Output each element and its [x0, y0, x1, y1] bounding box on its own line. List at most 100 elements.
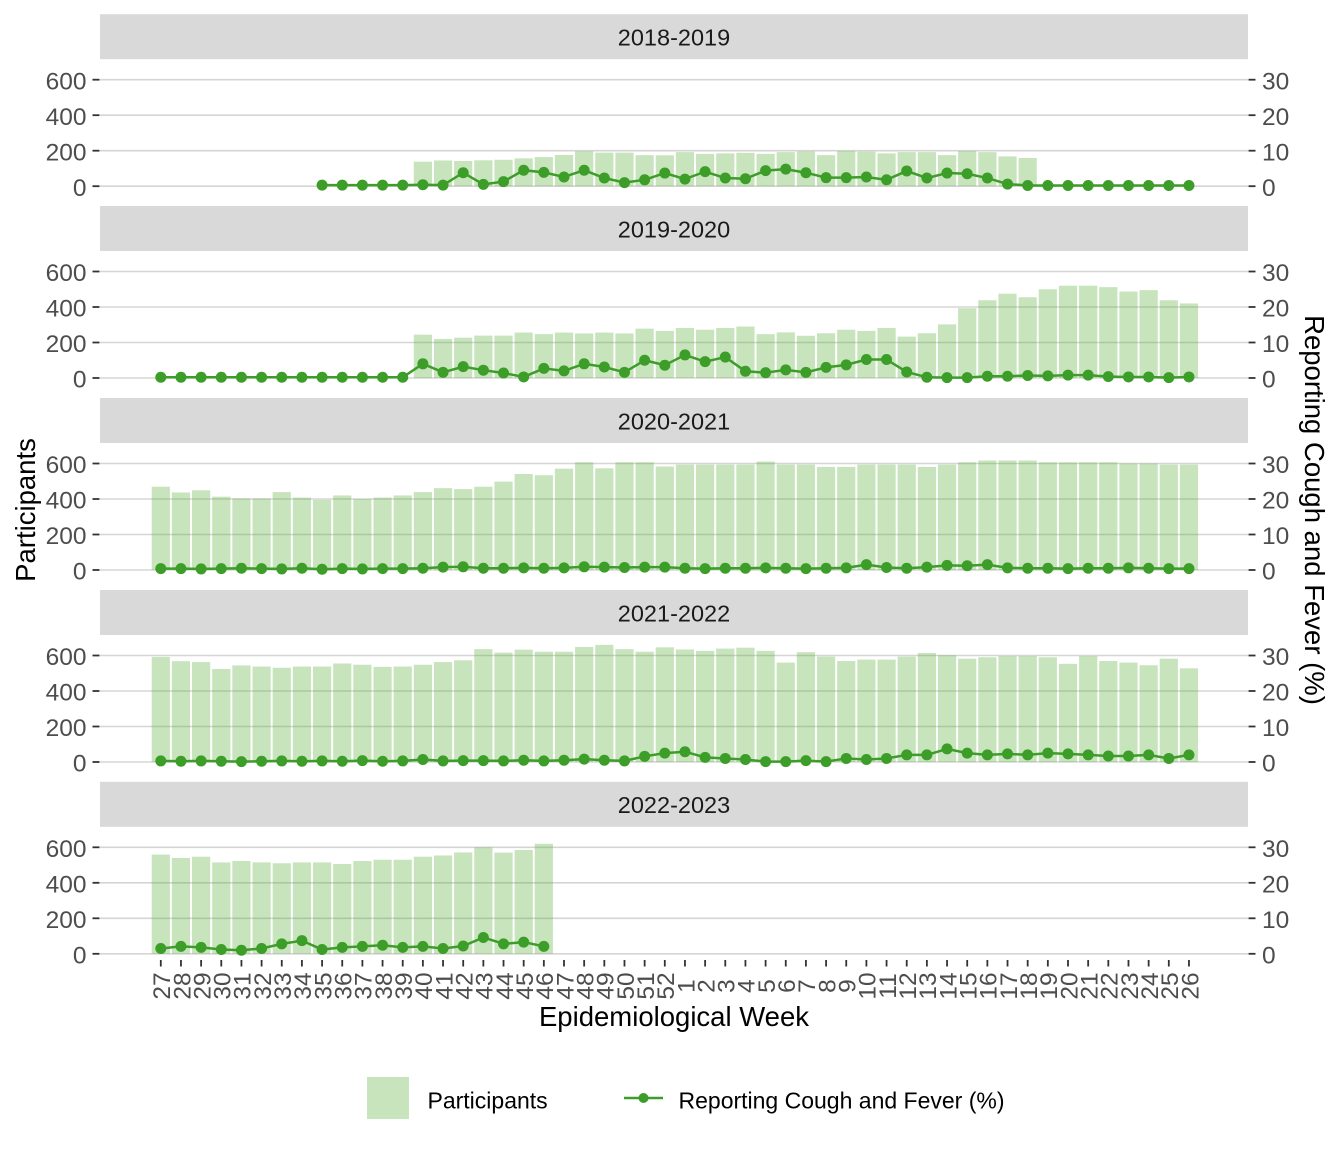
svg-text:43: 43 — [472, 972, 499, 999]
svg-text:2: 2 — [693, 979, 720, 993]
svg-text:40: 40 — [411, 972, 438, 999]
svg-text:13: 13 — [915, 972, 942, 999]
svg-text:30: 30 — [1262, 644, 1289, 671]
svg-text:20: 20 — [1262, 104, 1289, 131]
svg-text:20: 20 — [1056, 972, 1083, 999]
svg-text:9: 9 — [835, 979, 862, 993]
svg-text:600: 600 — [46, 68, 87, 95]
svg-text:2021-2022: 2021-2022 — [618, 600, 730, 626]
svg-text:23: 23 — [1117, 972, 1144, 999]
svg-text:0: 0 — [1262, 175, 1276, 202]
svg-text:400: 400 — [46, 488, 87, 515]
svg-text:19: 19 — [1036, 972, 1063, 999]
svg-text:2019-2020: 2019-2020 — [618, 216, 730, 242]
svg-text:29: 29 — [189, 972, 216, 999]
svg-text:0: 0 — [73, 559, 87, 586]
svg-text:22: 22 — [1097, 972, 1124, 999]
svg-text:200: 200 — [46, 139, 87, 166]
svg-text:Reporting Cough and Fever (%): Reporting Cough and Fever (%) — [679, 1087, 1005, 1113]
svg-text:30: 30 — [1262, 260, 1289, 287]
svg-text:27: 27 — [149, 972, 176, 999]
svg-text:600: 600 — [46, 260, 87, 287]
svg-text:200: 200 — [46, 715, 87, 742]
svg-text:41: 41 — [431, 972, 458, 999]
svg-text:0: 0 — [1262, 367, 1276, 394]
svg-text:200: 200 — [46, 907, 87, 934]
svg-text:30: 30 — [1262, 68, 1289, 95]
svg-text:21: 21 — [1076, 972, 1103, 999]
svg-text:47: 47 — [552, 972, 579, 999]
svg-text:14: 14 — [935, 972, 962, 999]
svg-text:200: 200 — [46, 523, 87, 550]
svg-text:28: 28 — [169, 972, 196, 999]
svg-text:49: 49 — [593, 972, 620, 999]
svg-text:2018-2019: 2018-2019 — [618, 25, 730, 51]
svg-text:38: 38 — [371, 972, 398, 999]
svg-text:25: 25 — [1157, 972, 1184, 999]
svg-text:45: 45 — [512, 972, 539, 999]
svg-text:0: 0 — [1262, 559, 1276, 586]
svg-text:600: 600 — [46, 836, 87, 863]
svg-text:600: 600 — [46, 644, 87, 671]
svg-text:16: 16 — [976, 972, 1003, 999]
svg-text:0: 0 — [1262, 751, 1276, 778]
svg-text:20: 20 — [1262, 871, 1289, 898]
svg-text:12: 12 — [895, 972, 922, 999]
svg-text:Participants: Participants — [10, 438, 41, 582]
svg-text:400: 400 — [46, 296, 87, 323]
svg-text:10: 10 — [1262, 331, 1289, 358]
svg-text:50: 50 — [613, 972, 640, 999]
svg-text:3: 3 — [714, 979, 741, 993]
svg-text:Epidemiological Week: Epidemiological Week — [539, 1001, 809, 1032]
svg-text:600: 600 — [46, 452, 87, 479]
svg-text:34: 34 — [290, 972, 317, 999]
svg-text:Participants: Participants — [428, 1087, 548, 1113]
svg-text:31: 31 — [230, 972, 257, 999]
svg-text:24: 24 — [1137, 972, 1164, 999]
svg-text:10: 10 — [1262, 907, 1289, 934]
svg-text:44: 44 — [492, 972, 519, 999]
svg-text:30: 30 — [1262, 452, 1289, 479]
svg-text:0: 0 — [1262, 942, 1276, 969]
svg-text:5: 5 — [754, 979, 781, 993]
svg-text:1: 1 — [673, 979, 700, 993]
svg-text:20: 20 — [1262, 296, 1289, 323]
svg-text:400: 400 — [46, 680, 87, 707]
svg-text:10: 10 — [1262, 523, 1289, 550]
svg-text:7: 7 — [794, 979, 821, 993]
svg-text:20: 20 — [1262, 680, 1289, 707]
svg-text:39: 39 — [391, 972, 418, 999]
svg-text:0: 0 — [73, 942, 87, 969]
svg-text:200: 200 — [46, 331, 87, 358]
svg-text:20: 20 — [1262, 488, 1289, 515]
svg-text:51: 51 — [633, 972, 660, 999]
svg-text:17: 17 — [996, 972, 1023, 999]
svg-text:Reporting Cough and Fever (%): Reporting Cough and Fever (%) — [1299, 315, 1330, 705]
svg-text:32: 32 — [250, 972, 277, 999]
svg-text:10: 10 — [855, 972, 882, 999]
svg-text:30: 30 — [1262, 836, 1289, 863]
svg-text:11: 11 — [875, 973, 902, 998]
svg-text:35: 35 — [310, 972, 337, 999]
svg-text:400: 400 — [46, 871, 87, 898]
svg-text:6: 6 — [774, 979, 801, 993]
svg-text:2022-2023: 2022-2023 — [618, 792, 730, 818]
svg-text:0: 0 — [73, 175, 87, 202]
svg-text:30: 30 — [210, 972, 237, 999]
svg-text:15: 15 — [956, 972, 983, 999]
svg-text:33: 33 — [270, 972, 297, 999]
svg-text:48: 48 — [572, 972, 599, 999]
svg-text:37: 37 — [351, 972, 378, 999]
svg-text:2020-2021: 2020-2021 — [618, 408, 730, 434]
svg-text:18: 18 — [1016, 972, 1043, 999]
svg-text:10: 10 — [1262, 139, 1289, 166]
svg-text:0: 0 — [73, 751, 87, 778]
svg-text:8: 8 — [814, 979, 841, 993]
svg-text:46: 46 — [532, 972, 559, 999]
svg-text:4: 4 — [734, 979, 761, 993]
svg-text:10: 10 — [1262, 715, 1289, 742]
svg-text:36: 36 — [331, 972, 358, 999]
svg-text:400: 400 — [46, 104, 87, 131]
svg-text:52: 52 — [653, 972, 680, 999]
svg-text:26: 26 — [1177, 972, 1204, 999]
